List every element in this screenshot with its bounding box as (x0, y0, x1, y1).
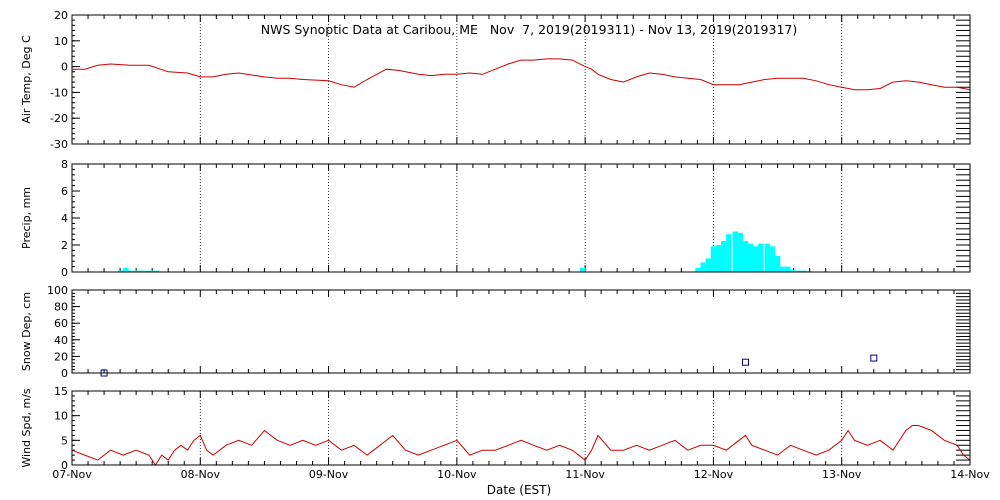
precip-bar (780, 266, 786, 272)
y-tick-label: 20 (54, 9, 68, 22)
y-tick-label: 0 (61, 61, 68, 74)
panel-frame (71, 289, 971, 374)
y-tick-label: -30 (50, 138, 68, 151)
precip-bar (128, 270, 134, 272)
x-tick-label: 10-Nov (437, 468, 477, 481)
x-tick-label: 13-Nov (822, 468, 862, 481)
y-tick-label: 0 (61, 367, 68, 380)
y-tick-label: 80 (54, 301, 68, 314)
precip-bar (579, 267, 586, 272)
precip-bar (801, 270, 808, 272)
y-tick-label: 8 (61, 158, 68, 171)
precip-bar (742, 240, 749, 272)
series-line-airtemp (72, 58, 971, 91)
precip-bar (769, 246, 776, 272)
precip-bar (774, 255, 781, 272)
y-tick-label: 10 (54, 410, 68, 423)
precip-bar (148, 270, 155, 272)
x-tick-label: 11-Nov (565, 468, 605, 481)
x-tick-label: 12-Nov (694, 468, 734, 481)
precip-bar (732, 231, 738, 272)
y-tick-label: 4 (61, 212, 68, 225)
y-tick-label: 10 (54, 35, 68, 48)
x-axis-label: Date (EST) (487, 483, 551, 497)
y-tick-label: 60 (54, 317, 68, 330)
precip-bar (720, 240, 727, 272)
precip-bar (123, 267, 129, 272)
precip-bar (726, 234, 732, 272)
precip-bar (785, 266, 791, 272)
snow-marker (870, 354, 878, 362)
precip-bar (737, 232, 744, 272)
precip-bar (118, 270, 124, 272)
y-axis-label: Air Temp, Deg C (20, 35, 33, 124)
precip-bar (143, 270, 150, 272)
series-line-wind (71, 425, 971, 466)
y-axis-label: Precip, mm (20, 187, 33, 249)
panel-frame (71, 163, 971, 273)
y-tick-label: 0 (61, 459, 68, 472)
precip-bar (710, 246, 717, 272)
y-tick-label: 0 (61, 266, 68, 279)
y-tick-label: 100 (47, 284, 68, 297)
x-tick-label: 08-Nov (181, 468, 221, 481)
panel-airtemp: 20 10 0 -10 -20 -30 Air Temp, Deg C (20, 9, 971, 151)
y-tick-label: 5 (61, 434, 68, 447)
y-tick-label: 2 (61, 239, 68, 252)
x-tick-labels: 07-Nov 08-Nov 09-Nov 10-Nov 11-Nov 12-Nov 13-N… (52, 468, 990, 481)
y-axis-label: Snow Dep, cm (20, 292, 33, 371)
precip-bar (764, 243, 771, 272)
y-tick-label: -20 (50, 112, 68, 125)
precip-bar (796, 270, 803, 272)
panel-precip: 8 6 4 2 0 Precip, mm (20, 158, 971, 279)
y-tick-label: 40 (54, 334, 68, 347)
precip-bar (790, 269, 796, 272)
precip-bar (747, 243, 754, 272)
y-tick-label: 15 (54, 385, 68, 398)
x-tick-label: 14-Nov (950, 468, 990, 481)
precip-bar (695, 267, 701, 272)
precip-bar (700, 262, 706, 272)
y-tick-label: 20 (54, 350, 68, 363)
panel-wind: 15 10 5 0 Wind Spd, m/s (20, 385, 971, 472)
panel-frame (71, 14, 971, 145)
snow-marker (742, 358, 749, 366)
chart-title: NWS Synoptic Data at Caribou, ME Nov 7, … (261, 22, 797, 37)
panel-frame (71, 390, 971, 466)
x-tick-label: 07-Nov (52, 468, 92, 481)
precip-bar (715, 245, 722, 272)
precip-bar (153, 270, 160, 272)
y-axis-label: Wind Spd, m/s (20, 388, 33, 468)
x-tick-label: 09-Nov (309, 468, 349, 481)
y-tick-label: -10 (50, 86, 68, 99)
precip-bar (133, 270, 139, 272)
panel-snow: 100 80 60 40 20 0 Snow Dep, cm (20, 284, 971, 380)
precip-bar (138, 270, 144, 272)
precip-bar (705, 258, 711, 272)
y-tick-label: 6 (61, 185, 68, 198)
precip-bar (753, 246, 759, 272)
precip-bar (758, 243, 764, 272)
